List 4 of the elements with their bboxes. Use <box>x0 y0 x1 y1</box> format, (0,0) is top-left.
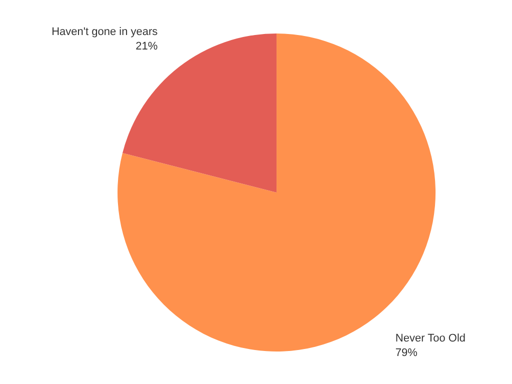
data-label: 79% <box>395 346 418 359</box>
data-label: 21% <box>136 40 158 52</box>
slice-label: Never Too Old <box>395 332 466 345</box>
slice-label: Haven't gone in years <box>52 26 158 38</box>
